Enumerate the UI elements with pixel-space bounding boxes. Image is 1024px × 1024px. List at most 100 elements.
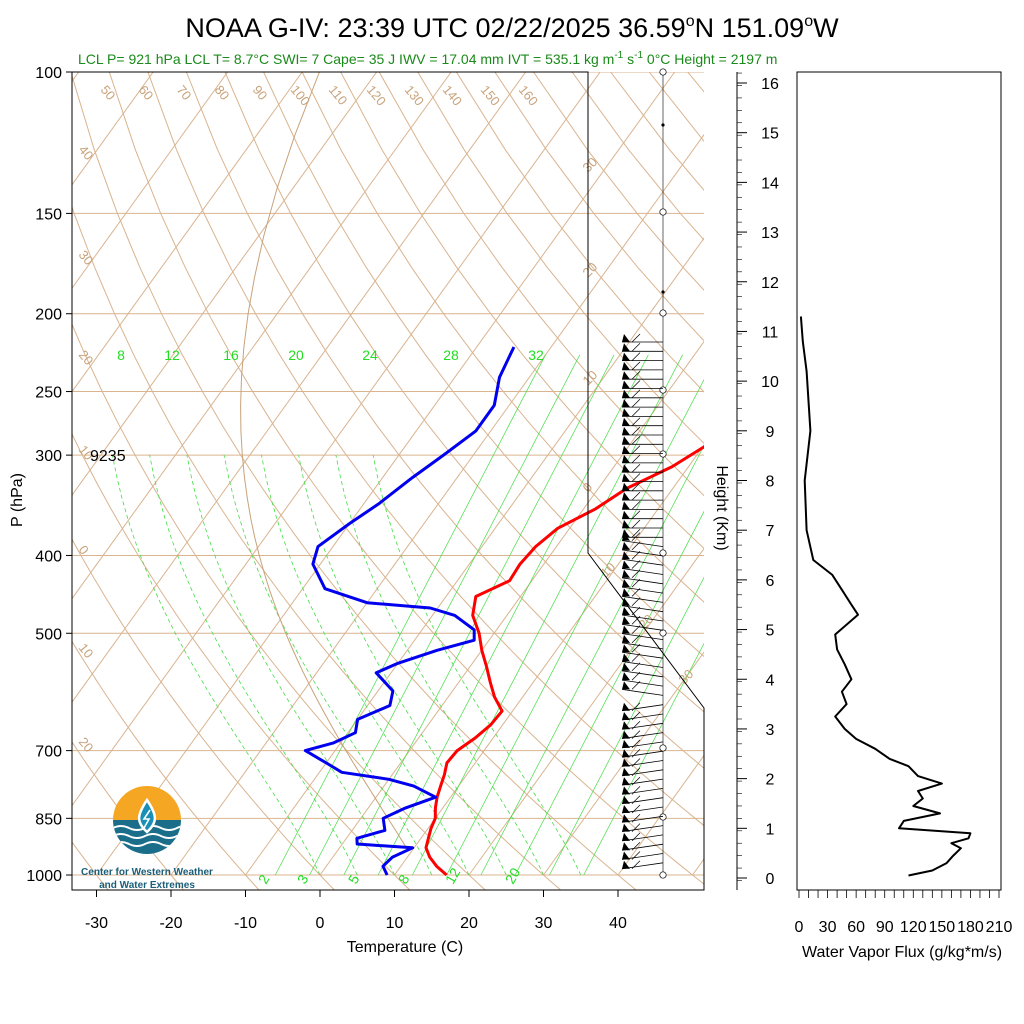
wind-barb: [621, 596, 664, 603]
wind-barb-feather: [631, 501, 641, 510]
mixing-ratio-line: [514, 510, 704, 876]
isotherm-label: 150: [478, 82, 503, 108]
wind-barb-flag: [622, 681, 630, 690]
dry-adiabat: [72, 640, 260, 890]
moist-adiabat: [112, 455, 321, 876]
wind-barb-feather: [631, 841, 641, 851]
pressure-tick-label: 400: [35, 548, 62, 565]
water-drop-icon: [137, 797, 157, 834]
wind-barb-flag: [622, 662, 630, 671]
wind-barb-feather: [631, 786, 641, 795]
mixing-ratio-line: [480, 444, 704, 876]
wind-barb-flag: [622, 334, 630, 342]
isotherm-label: 140: [440, 82, 465, 108]
dry-adiabat: [648, 72, 704, 143]
wind-barb-flag: [622, 625, 630, 634]
height-tick-label: 6: [766, 573, 775, 590]
temperature-tick-label: 20: [460, 915, 478, 932]
wind-barb-feather: [631, 578, 641, 588]
wind-barb-feather: [631, 616, 641, 625]
dry-adiabat: [72, 74, 637, 890]
pressure-tick-label: 300: [35, 448, 62, 465]
wind-barb-feather: [631, 519, 641, 529]
dewpoint-profile-line: [303, 346, 516, 876]
isotherm-label-left: 10: [76, 640, 97, 661]
wind-barb: [621, 558, 664, 566]
wind-barb-flag: [622, 380, 630, 389]
mixing-ratio-label-bottom: 20: [502, 865, 524, 887]
isotherm-line: [72, 72, 527, 703]
dry-adiabat: [185, 72, 704, 769]
wind-barb-feather: [631, 634, 641, 644]
isotherm-line: [468, 547, 704, 876]
calm-circle: [659, 208, 667, 216]
height-tick-label: 1: [766, 821, 775, 838]
moist-adiabat: [186, 455, 395, 876]
wind-barb-flag: [622, 832, 630, 841]
isotherm-line: [170, 133, 704, 876]
wind-barb-feather: [631, 473, 641, 482]
wind-barb-flag: [622, 814, 630, 823]
temperature-tick-label: -10: [234, 915, 257, 932]
wind-barb-flag: [622, 702, 630, 711]
wind-barb: [621, 642, 664, 650]
wind-barb-feather: [631, 671, 641, 681]
wind-barb-flag: [622, 749, 630, 758]
annotation-9235: 9235: [90, 448, 126, 465]
mixing-ratio-line: [377, 354, 649, 876]
pressure-tick-label: 150: [35, 206, 62, 223]
dry-adiabat: [72, 205, 562, 890]
wind-barb-flag: [622, 634, 630, 643]
wind-barb-flag: [622, 399, 630, 408]
wind-barb-feather: [631, 643, 641, 653]
wind-barb: [621, 540, 664, 547]
wind-barb-feather: [631, 795, 641, 804]
mixing-ratio-line: [446, 378, 704, 876]
wind-barb-flag: [622, 786, 630, 795]
wind-barb-feather: [631, 804, 641, 814]
dry-adiabat: [72, 323, 486, 890]
wind-barb: [621, 614, 664, 622]
isotherm-label: 80: [212, 82, 233, 103]
temperature-tick-label: 30: [535, 915, 553, 932]
pressure-tick-label: 700: [35, 744, 62, 761]
wind-barb-flag: [622, 569, 630, 578]
isotherm-line: [245, 237, 704, 876]
wind-barb-flag: [622, 361, 630, 370]
wind-barb-flag: [622, 482, 630, 491]
skewt-panel: 50 60 70 80 90 100 110 120 130 140 150 160403020100…: [9, 65, 705, 956]
flux-tick-label: 180: [957, 919, 984, 936]
isotherm-line: [617, 754, 704, 876]
mixing-ratio-label-bottom: 12: [442, 865, 464, 887]
isotherm-line: [72, 72, 229, 290]
wind-barb-feather: [631, 510, 641, 519]
isotherm-line: [72, 72, 378, 496]
moist-adiabat: [223, 455, 433, 876]
wind-barb-feather: [631, 823, 641, 832]
wind-barb-feather: [631, 454, 641, 464]
calm-circle: [659, 744, 667, 752]
chart-title: NOAA G-IV: 23:39 UTC 02/22/2025 36.59oN …: [185, 13, 839, 43]
wind-barb-flag: [622, 795, 630, 804]
mixing-ratio-label-top: 16: [223, 347, 239, 363]
wind-barb-feather: [631, 343, 641, 352]
wind-barb-flag: [622, 672, 630, 681]
dry-adiabat: [108, 72, 704, 885]
wind-barb-feather: [631, 445, 641, 454]
wind-barb-flag: [622, 454, 630, 463]
wind-barb-feather: [631, 491, 641, 501]
wind-barb-feather: [631, 597, 641, 606]
flux-tick-label: 210: [986, 919, 1013, 936]
logo-text-line1: Center for Western Weather: [81, 867, 213, 878]
flux-tick-label: 90: [876, 919, 894, 936]
wind-barb-flag: [622, 436, 630, 445]
height-tick-label: 16: [761, 76, 779, 93]
mixing-ratio-label-top: 12: [164, 347, 180, 363]
wind-barb-flag: [622, 758, 630, 767]
calm-circle: [659, 629, 667, 637]
wind-barb: [621, 651, 664, 659]
wind-barb-flag: [622, 343, 630, 352]
wind-barb-feather: [631, 662, 641, 672]
dry-adiabat: [533, 72, 704, 291]
